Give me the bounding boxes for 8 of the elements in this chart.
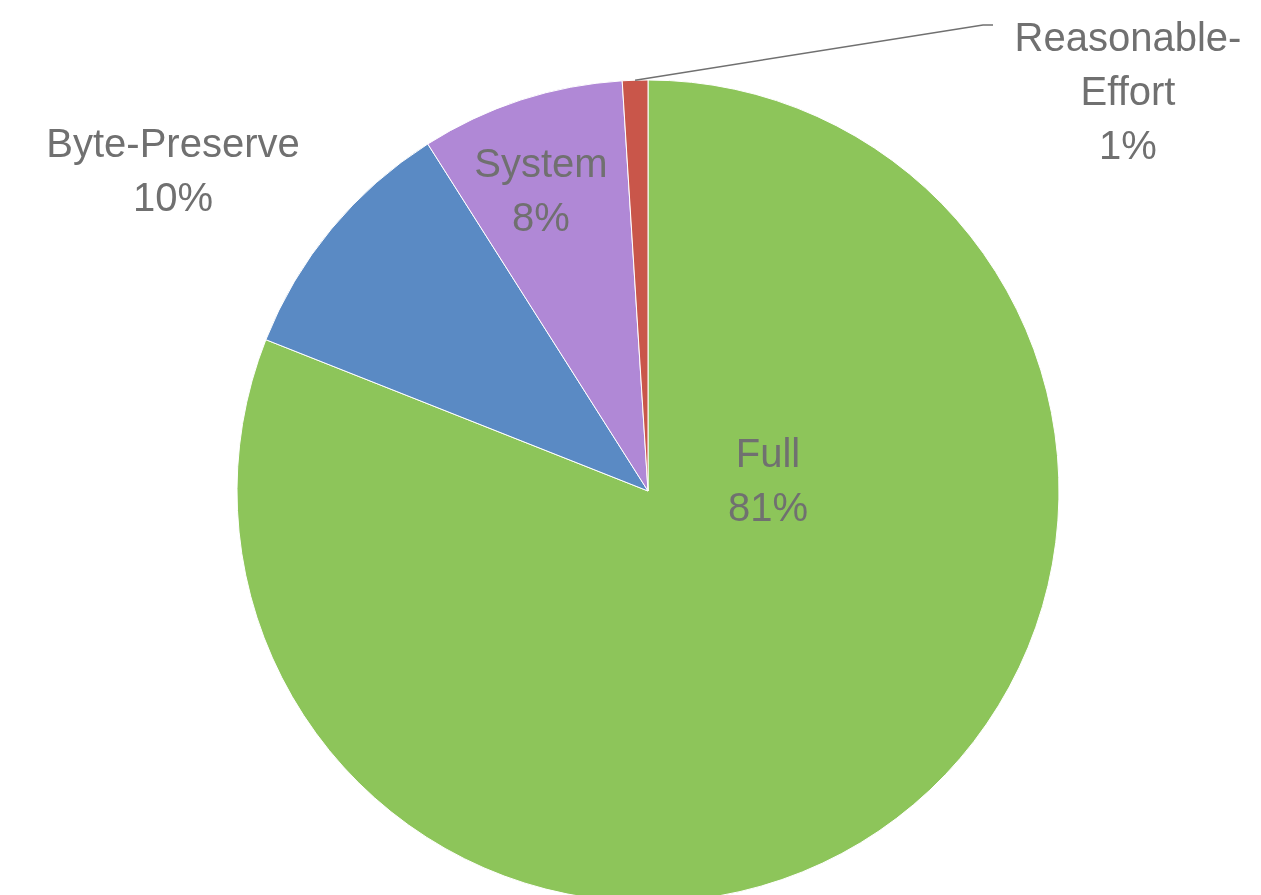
data-label: 1%	[1099, 122, 1157, 167]
slice-label: Full	[735, 430, 801, 475]
slice-label: Byte-Preserve	[46, 120, 300, 165]
data-label: 8%	[512, 194, 570, 239]
slice-label: Reasonable-Effort	[1014, 14, 1242, 113]
data-label: 10%	[132, 174, 214, 219]
data-label: 81%	[727, 484, 809, 529]
slice-label: System	[474, 140, 608, 185]
